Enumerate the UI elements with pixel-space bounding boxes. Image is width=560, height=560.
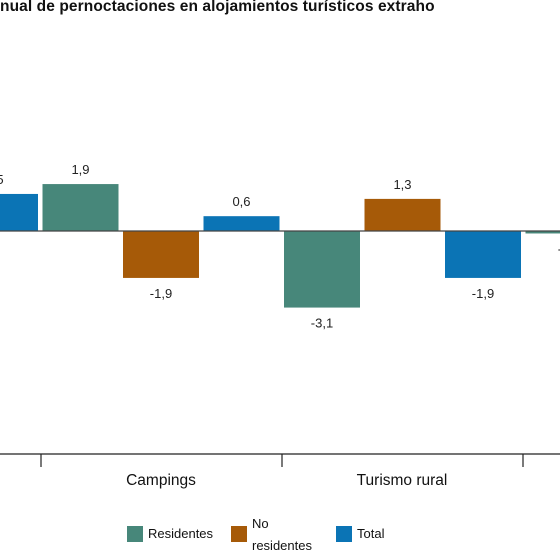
legend-label-residentes: Residentes <box>148 526 214 541</box>
bar-cut-off-right-residentes <box>525 231 560 234</box>
data-label-turismo-rural-total: -1,9 <box>472 286 494 301</box>
bar-turismo-rural-residentes <box>284 231 360 308</box>
bar-campings-residentes <box>42 184 119 231</box>
data-label-campings-no-residentes: -1,9 <box>150 286 172 301</box>
data-label-campings-residentes: 1,9 <box>71 162 89 177</box>
legend-swatch-residentes <box>127 526 143 542</box>
data-label-turismo-rural-no-residentes: 1,3 <box>393 177 411 192</box>
legend-swatch-no-residentes <box>231 526 247 542</box>
chart-title: nual de pernoctaciones en alojamientos t… <box>0 0 435 15</box>
legend: Residentes No residentes Total <box>0 515 560 560</box>
data-label-cut-off-left-total: 5 <box>0 172 4 187</box>
bar-cut-off-left-total <box>0 193 38 231</box>
bar-campings-no-residentes <box>123 231 199 278</box>
category-label-campings: Campings <box>126 472 196 489</box>
bar-turismo-rural-no-residentes <box>364 198 441 231</box>
legend-swatch-total <box>336 526 352 542</box>
bar-turismo-rural-total <box>445 231 521 278</box>
data-label-campings-total: 0,6 <box>232 194 250 209</box>
bar-campings-total <box>203 216 280 231</box>
data-label-cut-off-right-residentes: -0 <box>558 241 560 256</box>
data-label-turismo-rural-residentes: -3,1 <box>311 316 333 331</box>
legend-label-total: Total <box>357 526 385 541</box>
legend-label-no-residentes-line2: residentes <box>252 538 312 553</box>
legend-label-no-residentes-line1: No <box>252 516 269 531</box>
category-label-turismo-rural: Turismo rural <box>357 472 448 489</box>
